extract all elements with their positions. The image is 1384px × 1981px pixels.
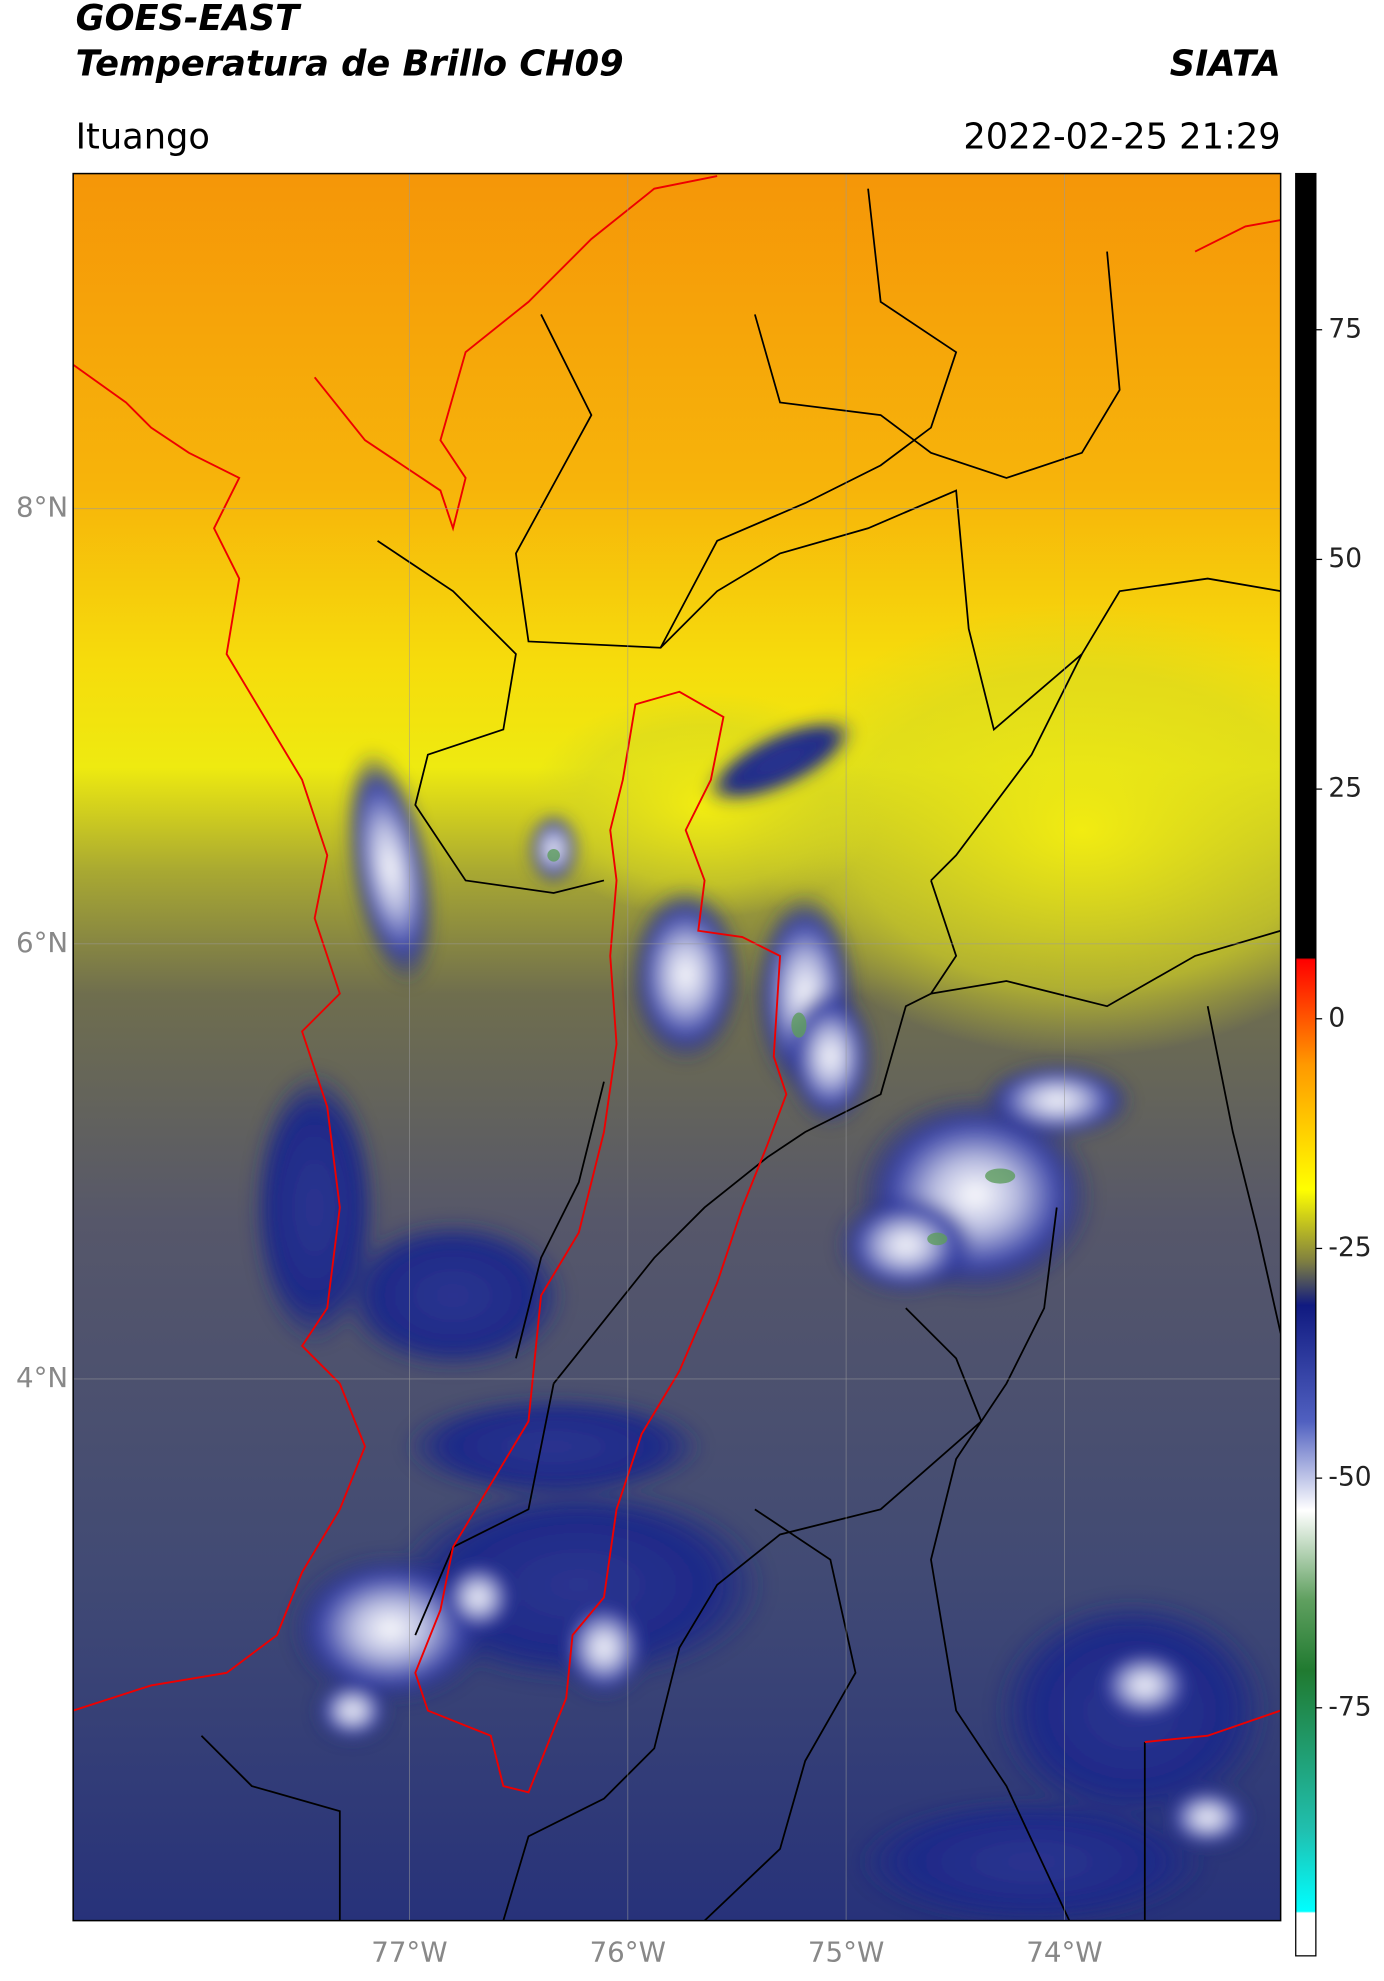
- cloud-field: [251, 718, 1271, 1921]
- lat-label: 4°N: [16, 1361, 68, 1394]
- antioquia-border: [414, 690, 788, 1794]
- warm-area: [754, 603, 1281, 1057]
- title: GOES-EAST: [76, 0, 302, 39]
- colorbar: [1295, 172, 1317, 1957]
- lat-label: 8°N: [16, 491, 68, 524]
- colorbar-tick-label: 25: [1328, 773, 1362, 804]
- lon-label: 74°W: [1026, 1935, 1102, 1968]
- location: Ituango: [76, 116, 210, 157]
- lon-label: 75°W: [808, 1935, 884, 1968]
- admin-borders: [200, 188, 1281, 1921]
- lat-label: 6°N: [16, 926, 68, 959]
- labels: 77°W 76°W 75°W 74°W 8°N 6°N 4°N -75 -50 -25 0 25 50 7…: [16, 313, 1372, 1968]
- cold-cores: [547, 849, 1016, 1246]
- colorbar-tick-label: 50: [1328, 543, 1362, 574]
- colorbar-tick-label: 75: [1328, 313, 1362, 344]
- colorbar-tick-label: 0: [1328, 1002, 1345, 1033]
- source: SIATA: [1170, 43, 1281, 84]
- coastline: [73, 175, 1281, 1743]
- subtitle: Temperatura de Brillo CH09: [76, 43, 624, 84]
- lon-label: 76°W: [590, 1935, 666, 1968]
- colorbar-tick-label: -50: [1328, 1462, 1371, 1493]
- colorbar-tick-label: -25: [1328, 1232, 1371, 1263]
- colorbar-tick-label: -75: [1328, 1691, 1371, 1722]
- lon-label: 77°W: [371, 1935, 447, 1968]
- map-frame: [72, 172, 1282, 1922]
- imagery: [73, 173, 1281, 1921]
- datetime: 2022-02-25 21:29: [963, 116, 1280, 157]
- graticule: [73, 173, 1281, 1921]
